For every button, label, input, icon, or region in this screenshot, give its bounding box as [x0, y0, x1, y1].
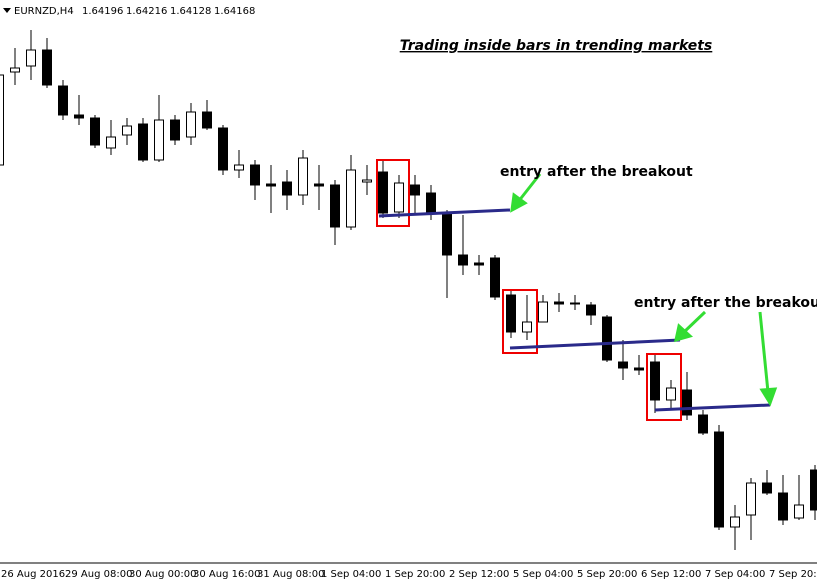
candle-body [666, 387, 676, 401]
candle-body [714, 431, 724, 528]
arrow-head [510, 192, 528, 213]
candle-body [154, 119, 164, 161]
candle-body [26, 49, 36, 67]
candle-body [570, 302, 580, 305]
candle-body [122, 125, 132, 136]
ohlc-value: 1.64196 [82, 6, 123, 17]
candle-body [618, 361, 628, 369]
inside-bar-box [502, 289, 538, 354]
arrow [516, 173, 542, 203]
annotation: entry after the breakout [634, 295, 817, 311]
candle-body [730, 516, 740, 528]
candle-body [426, 192, 436, 214]
candle-body [74, 114, 84, 119]
candle-body [810, 469, 817, 511]
arrow-head [674, 323, 694, 343]
candle-body [106, 136, 116, 149]
candle-body [554, 301, 564, 305]
candle-body [90, 117, 100, 146]
menu-triangle [3, 8, 11, 13]
arrow [758, 311, 770, 393]
candle-body [10, 67, 20, 73]
candle-body [282, 181, 292, 196]
candle-body [186, 111, 196, 138]
candle-body [314, 183, 324, 187]
breakout-line [654, 403, 771, 412]
candle-body [602, 316, 612, 361]
candle-body [394, 182, 404, 213]
candle-body [682, 389, 692, 416]
candle-body [0, 74, 4, 166]
candle-body [506, 294, 516, 333]
x-tick-label: 5 Sep 04:00 [513, 569, 573, 580]
arrow-head [759, 387, 778, 407]
candle-body [634, 367, 644, 371]
candle-body [778, 492, 788, 521]
ohlc-value: 1.64216 [126, 6, 167, 17]
breakout-line [378, 208, 511, 218]
x-tick-label: 5 Sep 20:00 [577, 569, 637, 580]
candle-body [138, 123, 148, 161]
arrow [681, 310, 707, 335]
x-tick-label: 2 Sep 12:00 [449, 569, 509, 580]
candle-body [410, 184, 420, 196]
chart-title: Trading inside bars in trending markets [400, 38, 713, 54]
x-tick-label: 1 Sep 20:00 [385, 569, 445, 580]
inside-bar-box [376, 159, 410, 227]
candle-body [490, 257, 500, 298]
candle-body [378, 171, 388, 214]
x-tick-label: 31 Aug 08:00 [257, 569, 324, 580]
candle-body [362, 179, 372, 183]
candle-body [218, 127, 228, 171]
candle-body [58, 85, 68, 116]
candle-body [586, 304, 596, 316]
breakout-line [509, 338, 681, 350]
x-tick-label: 1 Sep 04:00 [321, 569, 381, 580]
candle-body [474, 262, 484, 266]
candle-body [234, 164, 244, 171]
candle-body [538, 301, 548, 323]
inside-bar-box [646, 353, 682, 421]
x-tick-label: 26 Aug 2016 [1, 569, 65, 580]
candle-body [522, 321, 532, 333]
candles [0, 30, 817, 550]
annotation: entry after the breakout [500, 164, 693, 180]
symbol: EURNZD,H4 [14, 6, 74, 17]
x-tick-label: 30 Aug 16:00 [193, 569, 260, 580]
candle-body [794, 504, 804, 519]
candle-body [746, 482, 756, 516]
candle-body [330, 184, 340, 228]
candle-body [266, 183, 276, 187]
annotations: entry after the breakout entry after the… [376, 159, 817, 421]
ohlc-value: 1.64168 [214, 6, 255, 17]
ohlc-readout: 1.64196 1.64216 1.64128 1.64168 [82, 6, 255, 17]
candle-body [250, 164, 260, 186]
x-tick-label: 7 Sep 20:00 [769, 569, 817, 580]
x-tick-label: 29 Aug 08:00 [65, 569, 132, 580]
x-tick-label: 30 Aug 00:00 [129, 569, 196, 580]
x-tick-label: 7 Sep 04:00 [705, 569, 765, 580]
candle-body [346, 169, 356, 228]
candle-body [698, 414, 708, 434]
candle-body [42, 49, 52, 86]
candle-body [202, 111, 212, 129]
arrows [510, 173, 778, 407]
candle-body [458, 254, 468, 266]
ohlc-value: 1.64128 [170, 6, 211, 17]
candle-body [170, 119, 180, 141]
candle-body [442, 212, 452, 256]
candle-body [650, 361, 660, 401]
candle-body [762, 482, 772, 494]
x-tick-label: 6 Sep 12:00 [641, 569, 701, 580]
candle-body [298, 157, 308, 196]
